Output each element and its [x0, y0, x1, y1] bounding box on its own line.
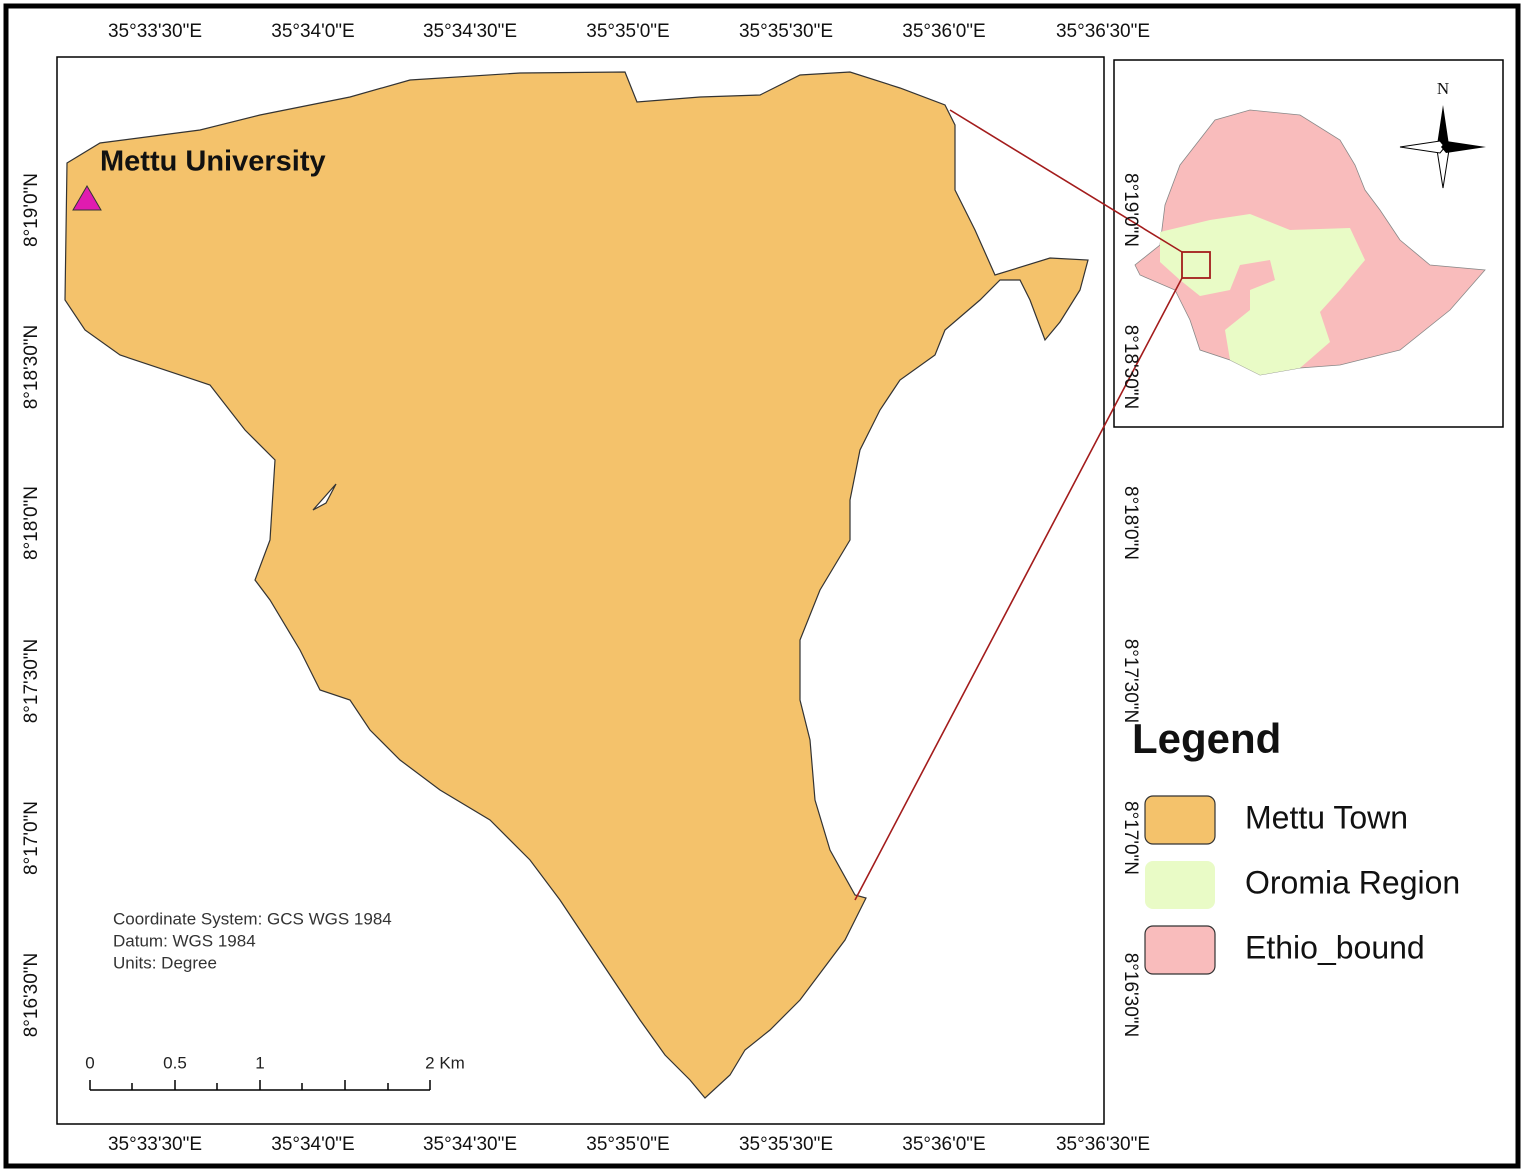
note: Units: Degree: [113, 953, 217, 972]
scale-label: 1: [255, 1053, 264, 1072]
latitude-label: 8°18'0"N: [21, 486, 42, 560]
outer-frame: [3, 3, 1521, 1169]
longitude-label: 35°36'30"E: [1056, 21, 1150, 42]
note: Datum: WGS 1984: [113, 931, 256, 950]
latitude-label: 8°17'30"N: [1120, 639, 1141, 724]
longitude-label: 35°36'0"E: [902, 21, 985, 42]
legend-title: Legend: [1132, 715, 1281, 762]
university-marker: [72, 185, 102, 211]
graticule-labels: 35°33'30"E 35°33'30"E 35°34'0"E 35°34'0"E 35…: [21, 21, 1150, 1155]
notes: Coordinate System: GCS WGS 1984 Datum: WG…: [113, 909, 392, 972]
place-label: Mettu University: [100, 146, 326, 178]
legend-label: Ethio_bound: [1245, 929, 1425, 965]
latitude-label: 8°18'30"N: [21, 325, 42, 410]
legend-swatch: [1144, 925, 1216, 975]
longitude-label: 35°33'30"E: [108, 1134, 202, 1155]
latitude-label: 8°17'30"N: [21, 639, 42, 724]
scale-label: 0.5: [163, 1053, 187, 1072]
locator-line: [949, 109, 1183, 253]
latitude-label: 8°17'0"N: [21, 801, 42, 875]
north-arrow: [1399, 105, 1486, 189]
longitude-label: 35°35'0"E: [586, 21, 669, 42]
longitude-label: 35°34'0"E: [271, 1134, 354, 1155]
note: Coordinate System: GCS WGS 1984: [113, 909, 392, 928]
legend: Mettu Town Oromia Region Ethio_bound: [1144, 795, 1460, 975]
longitude-label: 35°36'0"E: [902, 1134, 985, 1155]
longitude-label: 35°34'30"E: [423, 1134, 517, 1155]
latitude-label: 8°17'0"N: [1120, 801, 1141, 875]
legend-swatch: [1144, 795, 1216, 845]
longitude-label: 35°36'30"E: [1056, 1134, 1150, 1155]
legend-swatch: [1145, 861, 1215, 909]
scale-bar: 0 0.5 1 2 Km: [85, 1053, 465, 1091]
longitude-label: 35°35'30"E: [739, 21, 833, 42]
scale-label: 0: [85, 1053, 94, 1072]
latitude-label: 8°19'0"N: [21, 173, 42, 247]
latitude-label: 8°16'30"N: [1120, 953, 1141, 1038]
oromia-region: [1160, 214, 1365, 375]
locator-line: [854, 277, 1183, 901]
longitude-label: 35°34'0"E: [271, 21, 354, 42]
north-label: N: [1437, 79, 1449, 98]
latitude-label: 8°18'30"N: [1120, 325, 1141, 410]
legend-label: Mettu Town: [1245, 799, 1408, 835]
legend-label: Oromia Region: [1245, 864, 1460, 900]
longitude-label: 35°33'30"E: [108, 21, 202, 42]
latitude-label: 8°18'0"N: [1120, 486, 1141, 560]
mettu-town-area: [64, 71, 1089, 1099]
longitude-label: 35°35'30"E: [739, 1134, 833, 1155]
latitude-label: 8°19'0"N: [1120, 173, 1141, 247]
longitude-label: 35°34'30"E: [423, 21, 517, 42]
scale-label: 2 Km: [425, 1053, 465, 1072]
longitude-label: 35°35'0"E: [586, 1134, 669, 1155]
inset-locator: [1181, 251, 1211, 279]
latitude-label: 8°16'30"N: [21, 953, 42, 1038]
